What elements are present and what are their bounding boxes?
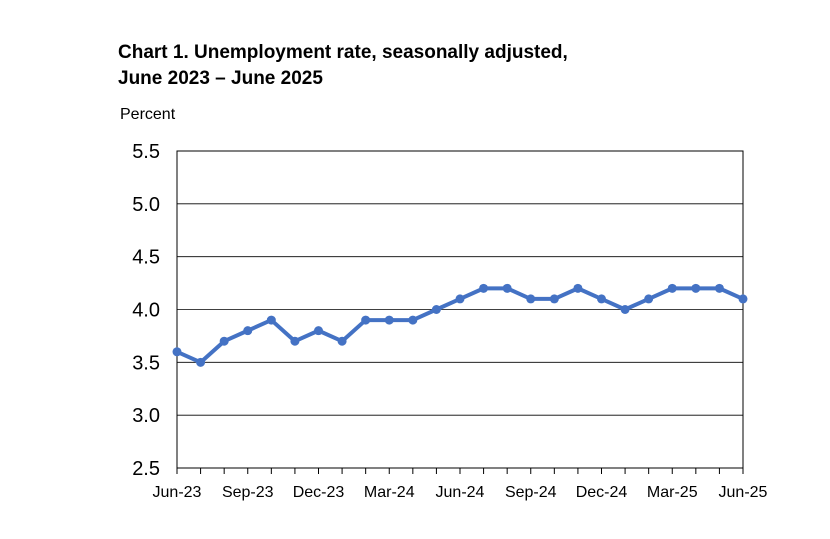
y-tick-label: 4.0 [132,300,160,322]
data-point [738,294,748,304]
data-point [597,294,606,304]
y-tick-label: 3.0 [132,405,160,427]
data-point [502,283,512,293]
y-axis-ticks: 5.5 5.0 4.5 4.0 3.5 3.0 2.5 [132,141,160,480]
y-tick-label: 4.5 [132,247,160,269]
data-point [667,283,677,293]
x-tick-label: Jun-23 [153,484,202,501]
data-point [620,305,630,314]
y-tick-label: 5.5 [132,141,160,163]
data-point [573,283,583,293]
data-point [408,315,418,325]
data-point [644,294,654,304]
x-tick-label: Dec-24 [576,484,628,501]
data-point [479,283,489,293]
plot-area-frame [176,150,744,469]
data-point [219,336,229,346]
data-point [384,315,394,325]
x-tick-label: Mar-25 [647,484,698,501]
x-tick-label: Jun-24 [436,484,485,501]
series-layer [172,283,748,367]
y-tick-label: 5.0 [132,194,160,216]
y-tick-label: 2.5 [132,458,160,480]
y-tick-label: 3.5 [132,352,160,374]
data-point [266,315,276,325]
data-point [361,315,371,325]
data-point [290,336,300,346]
x-tick-label: Sep-23 [222,484,274,501]
data-point [691,283,701,293]
data-point [526,294,536,304]
data-point [243,326,253,336]
chart-title-line-2: June 2023 – June 2025 [118,68,323,89]
x-tick-label: Mar-24 [364,484,415,501]
x-tick-label: Jun-25 [719,484,768,501]
data-point [431,305,441,314]
data-point [714,283,724,293]
x-axis-ticks: Jun-23 Sep-23 Dec-23 Mar-24 Jun-24 Sep-24 Dec-… [153,468,768,501]
data-point [455,294,465,304]
x-tick-label: Dec-23 [293,484,345,501]
data-point [172,347,182,357]
data-point [337,336,347,346]
data-point [549,294,559,304]
data-point [314,326,323,336]
chart-title-line-1: Chart 1. Unemployment rate, seasonally a… [118,42,568,63]
x-tick-label: Sep-24 [505,484,557,501]
y-axis-label: Percent [120,106,176,123]
data-point [196,357,206,367]
gridlines [177,150,743,469]
chart-title: Chart 1. Unemployment rate, seasonally a… [118,40,568,92]
